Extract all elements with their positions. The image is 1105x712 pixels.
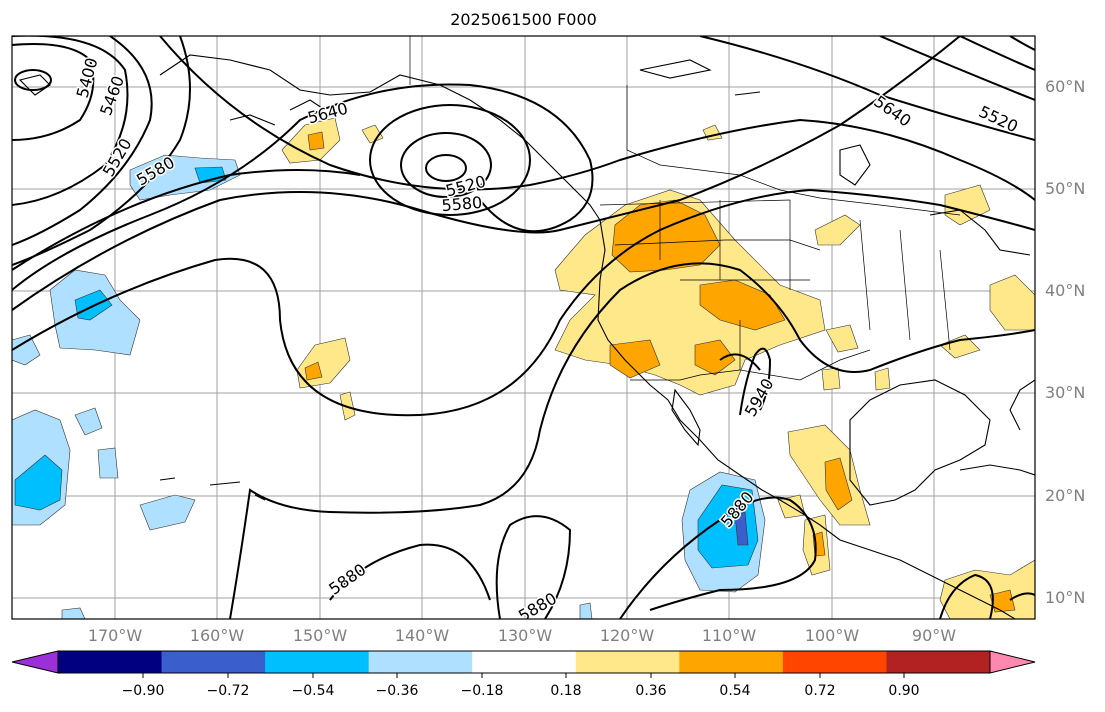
contour-low-aleutian-inner — [14, 69, 52, 91]
shade-orange-west-2 — [699, 279, 786, 331]
colorbar-segment — [472, 651, 577, 673]
contour-label: 5460 — [96, 73, 128, 118]
colorbar-segment — [265, 651, 370, 673]
colorbar-segment — [575, 651, 680, 673]
colorbar-segment — [58, 651, 163, 673]
lon-label-100w: 100°W — [804, 626, 860, 645]
coast-gulf-mexico — [849, 379, 991, 506]
colorbar-segment — [368, 651, 473, 673]
contour-label: 5880 — [325, 560, 369, 599]
contour-label: 5400 — [73, 56, 102, 100]
colorbar-segment — [161, 651, 266, 673]
colorbar-tick-label: −0.36 — [375, 683, 419, 699]
lon-label-160w: 160°W — [189, 626, 245, 645]
contour-5880 — [229, 262, 1035, 619]
coast-alaska — [159, 54, 601, 221]
contour-label: 5520 — [976, 102, 1021, 136]
lon-label-130w: 130°W — [497, 626, 553, 645]
contour-low-aleutian-1 — [12, 43, 95, 141]
contour-label: 5580 — [441, 193, 483, 215]
shade-orange-west — [611, 199, 721, 273]
lat-label-30n: 30°N — [1045, 383, 1086, 402]
shade-orange-west-3 — [694, 339, 736, 376]
colorbar-segment — [782, 651, 887, 673]
lat-label-10n: 10°N — [1045, 588, 1086, 607]
colorbar-tick-label: 0.54 — [719, 683, 751, 699]
lon-label-140w: 140°W — [394, 626, 450, 645]
contour-5640 — [12, 83, 594, 291]
colorbar-extend-high — [989, 650, 1036, 674]
colorbar-extend-low — [11, 650, 59, 674]
political-borders — [409, 36, 961, 381]
shade-orange-west-4 — [609, 339, 661, 379]
coast-north-america — [597, 219, 1016, 619]
colorbar-tick-label: 0.18 — [550, 683, 582, 699]
colorbar-tick-label: −0.18 — [460, 683, 504, 699]
colorbar-tick-label: 0.72 — [804, 683, 836, 699]
lat-label-60n: 60°N — [1045, 77, 1086, 96]
colorbar-segment — [679, 651, 784, 673]
contour-low-gulf-inner — [425, 154, 467, 182]
colorbar-tick-label: −0.90 — [121, 683, 165, 699]
graticule — [12, 36, 1035, 619]
map-frame — [11, 35, 1036, 620]
coastlines — [18, 54, 1035, 619]
lon-label-150w: 150°W — [292, 626, 348, 645]
anomaly-shading — [12, 117, 1035, 619]
colorbar-tick-label: −0.72 — [206, 683, 250, 699]
lat-label-20n: 20°N — [1045, 486, 1086, 505]
colorbar-segment — [886, 651, 991, 673]
colorbar-tick-label: 0.36 — [635, 683, 667, 699]
contour-label: 5880 — [515, 589, 560, 626]
lon-label-170w: 170°W — [87, 626, 143, 645]
map-title: 2025061500 F000 — [450, 10, 597, 29]
lon-label-90w: 90°W — [911, 626, 957, 645]
lon-label-120w: 120°W — [599, 626, 655, 645]
contour-5940 — [739, 347, 772, 416]
shade-blue-aleutian — [129, 154, 241, 201]
lon-label-110w: 110°W — [701, 626, 757, 645]
colorbar-tick-label: −0.54 — [291, 683, 335, 699]
contour-label: 5640 — [870, 92, 914, 131]
lat-label-40n: 40°N — [1045, 281, 1086, 300]
height-contours — [12, 36, 1035, 619]
colorbar — [11, 650, 1036, 678]
colorbar-outline — [57, 650, 991, 674]
colorbar-tick-label: 0.90 — [888, 683, 920, 699]
lat-label-50n: 50°N — [1045, 179, 1086, 198]
